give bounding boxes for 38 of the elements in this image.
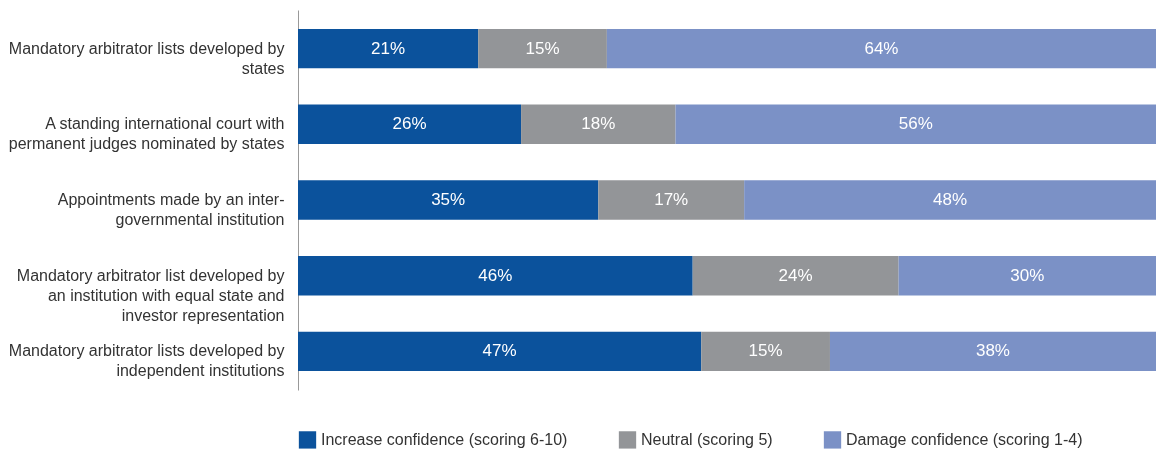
legend-label: Increase confidence (scoring 6-10) xyxy=(321,430,568,448)
legend-label: Damage confidence (scoring 1-4) xyxy=(846,430,1083,448)
bar xyxy=(478,28,607,69)
bar xyxy=(675,104,1156,144)
bar xyxy=(692,256,899,296)
bar xyxy=(598,180,745,220)
data-label: 64% xyxy=(864,38,899,58)
y-tick-label: Mandatory arbitrator lists developed by states xyxy=(8,39,285,77)
bar xyxy=(829,331,1156,372)
data-label: 15% xyxy=(748,341,783,361)
data-label: 21% xyxy=(371,38,406,58)
bar xyxy=(298,104,522,144)
data-label: 15% xyxy=(525,38,560,58)
data-label: 47% xyxy=(482,341,517,361)
data-label: 24% xyxy=(778,265,813,285)
data-label: 56% xyxy=(898,114,933,134)
data-label: 26% xyxy=(392,114,427,134)
bar xyxy=(521,104,676,144)
bar xyxy=(898,256,1156,296)
bar xyxy=(298,180,599,220)
data-label: 18% xyxy=(581,114,616,134)
data-label: 30% xyxy=(1010,265,1045,285)
data-label: 35% xyxy=(431,190,466,209)
y-tick-label: A standing international court with permanent judges nominated by states xyxy=(8,115,285,153)
bar xyxy=(298,331,702,372)
bar xyxy=(744,180,1156,220)
legend-label: Neutral (scoring 5) xyxy=(641,430,773,448)
data-label: 48% xyxy=(933,190,968,209)
data-label: 38% xyxy=(975,341,1010,361)
bar xyxy=(701,331,830,372)
data-label: 17% xyxy=(654,190,689,209)
bar xyxy=(298,28,479,69)
bar xyxy=(606,28,1156,69)
y-tick-label: Mandatory arbitrator lists developed by independent institutions xyxy=(8,342,285,380)
data-label: 46% xyxy=(478,265,513,285)
bar xyxy=(298,256,693,296)
y-tick-label: Appointments made by an inter-governmental institution xyxy=(57,191,285,228)
y-tick-label: Mandatory arbitrator list developed by an institution with equal state and investor representation xyxy=(16,266,285,324)
